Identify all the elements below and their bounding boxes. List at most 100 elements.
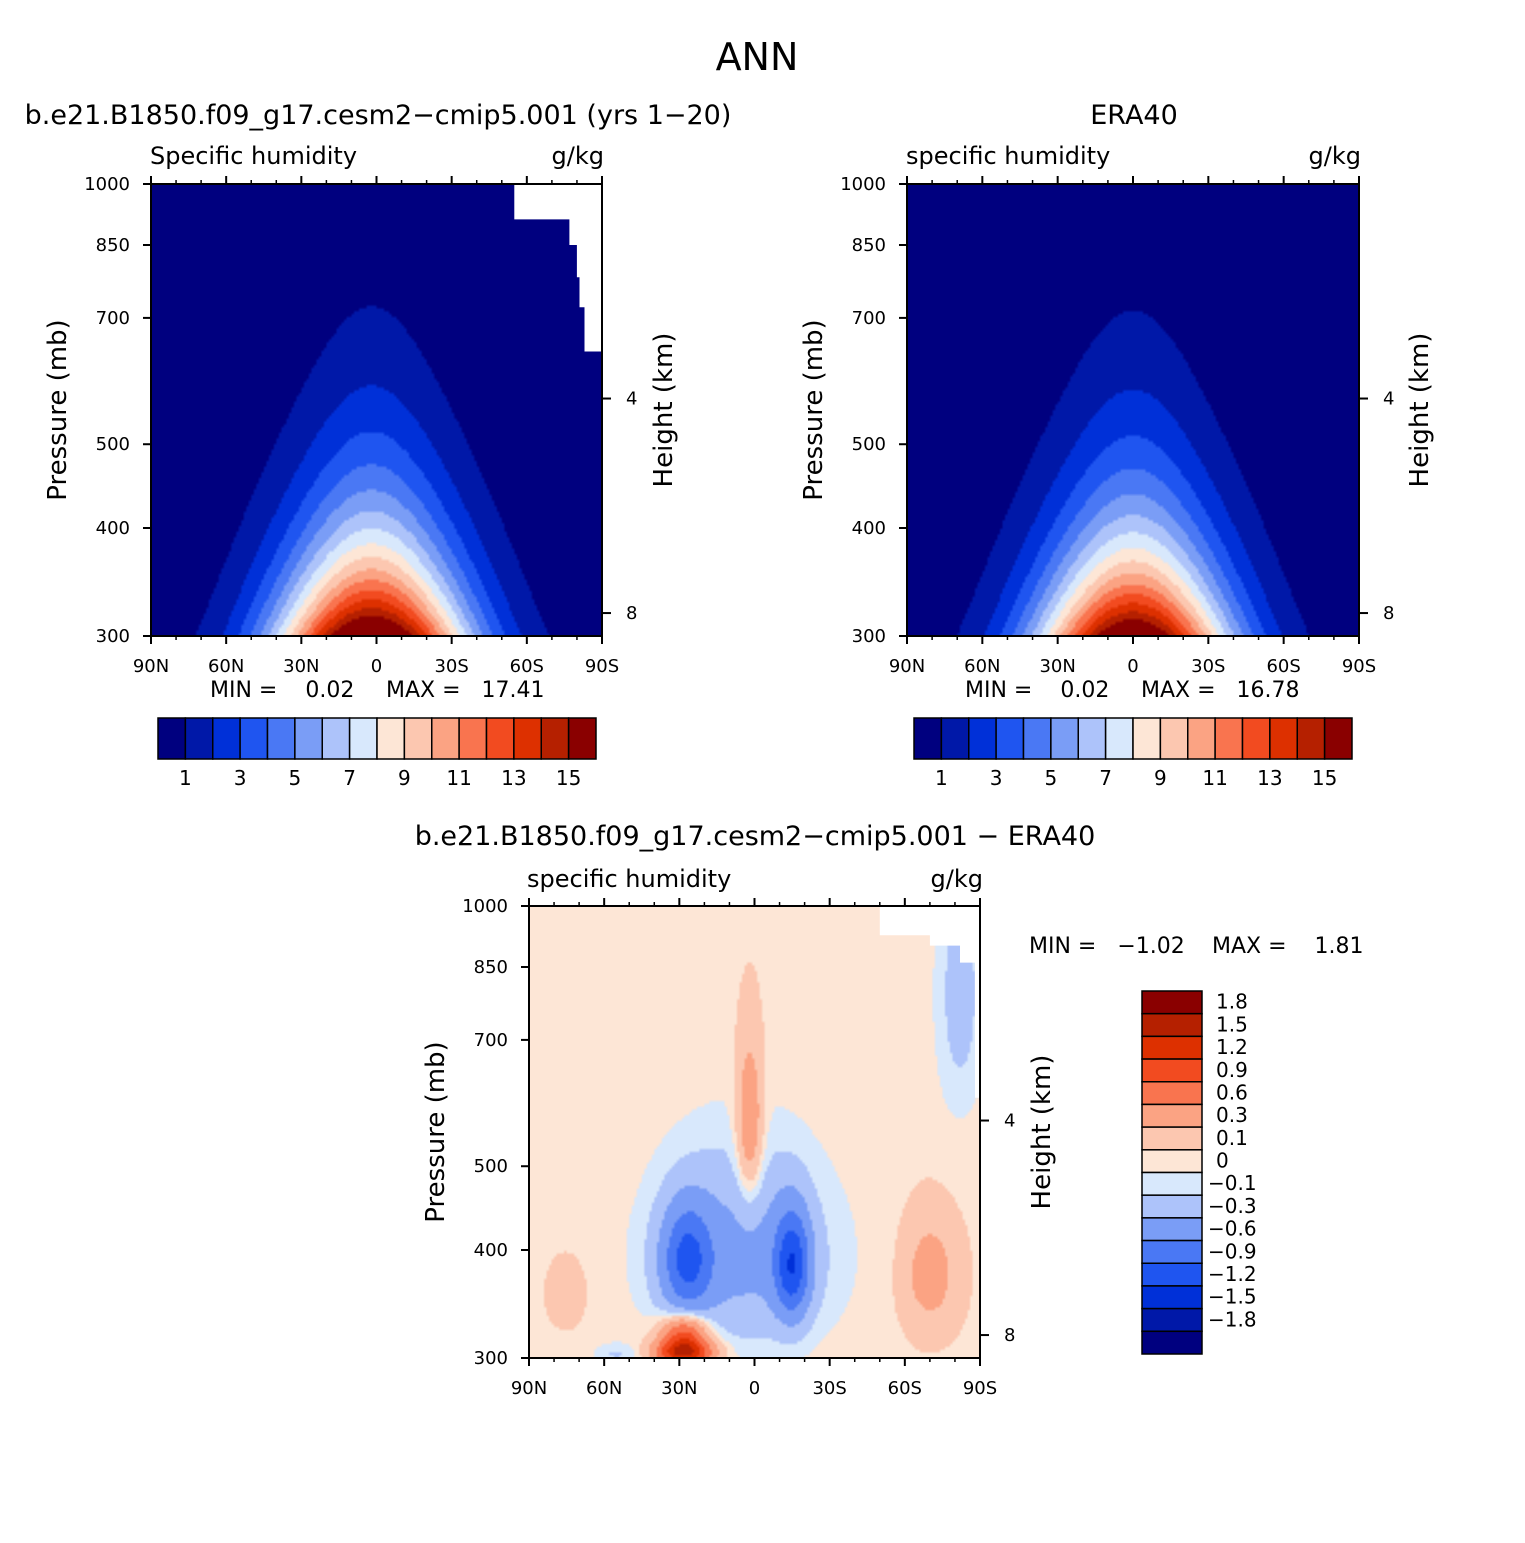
colorbar-box bbox=[1141, 1012, 1203, 1038]
panel-model-colorbar: 1 3 5 7 9 11 13 15 bbox=[157, 717, 597, 790]
colorbar-label: 0.9 bbox=[1216, 1058, 1248, 1082]
colorbar-box bbox=[485, 717, 515, 760]
colorbar-box bbox=[1141, 1330, 1203, 1355]
colorbar-label: −0.9 bbox=[1208, 1239, 1257, 1263]
x-tick-label: 90N bbox=[889, 656, 925, 677]
panel-diff: b.e21.B1850.f09_g17.cesm2−cmip5.001 − ER… bbox=[415, 821, 1364, 1399]
panel-obs-colorbar: 1 3 5 7 9 11 13 15 bbox=[913, 717, 1353, 790]
colorbar-box bbox=[376, 717, 406, 760]
y-tick-label: 400 bbox=[852, 518, 886, 539]
contour-field bbox=[529, 906, 980, 1358]
x-tick-label: 60N bbox=[586, 1378, 622, 1399]
figure-title: ANN bbox=[716, 35, 799, 79]
colorbar-box bbox=[348, 717, 378, 760]
colorbar-box bbox=[913, 717, 943, 760]
x-tick-label: 90S bbox=[585, 656, 619, 677]
colorbar-box bbox=[212, 717, 241, 760]
contour-field bbox=[907, 184, 1359, 636]
colorbar-box bbox=[1141, 1285, 1203, 1310]
colorbar-label: 5 bbox=[289, 766, 302, 790]
y-tick-label: 300 bbox=[474, 1348, 508, 1369]
colorbar-box bbox=[1132, 717, 1162, 760]
colorbar-label: 15 bbox=[1312, 766, 1337, 790]
panel-model-right-label: g/kg bbox=[552, 142, 604, 170]
colorbar-box bbox=[1323, 717, 1353, 760]
colorbar-box bbox=[1141, 1035, 1203, 1060]
colorbar-box bbox=[403, 717, 433, 760]
panel-model-title: b.e21.B1850.f09_g17.cesm2−cmip5.001 (yrs… bbox=[25, 100, 732, 131]
colorbar-box bbox=[1141, 1126, 1203, 1151]
colorbar-box bbox=[513, 717, 542, 760]
x-tick-label: 30N bbox=[661, 1378, 697, 1399]
colorbar-box bbox=[1141, 1103, 1203, 1128]
colorbar-box bbox=[1141, 1239, 1203, 1264]
x-tick-label: 0 bbox=[371, 656, 382, 677]
colorbar-label: 9 bbox=[398, 766, 411, 790]
panel-diff-right-label: g/kg bbox=[931, 865, 983, 893]
y2-tick-label: 4 bbox=[626, 389, 637, 410]
y2-tick-label: 4 bbox=[1004, 1111, 1015, 1132]
colorbar-label: 1 bbox=[935, 766, 948, 790]
y-tick-label: 700 bbox=[474, 1030, 508, 1051]
colorbar-box bbox=[157, 717, 187, 760]
colorbar-box bbox=[567, 717, 597, 760]
panel-model-min: MIN = 0.02 bbox=[210, 678, 354, 703]
colorbar-box bbox=[1214, 717, 1244, 760]
panel-diff-ylabel: Pressure (mb) bbox=[421, 1041, 451, 1222]
colorbar-label: −0.3 bbox=[1208, 1194, 1257, 1218]
missing-data-region bbox=[879, 906, 980, 1098]
x-tick-label: 90N bbox=[133, 656, 169, 677]
y2-tick-label: 8 bbox=[626, 603, 637, 624]
colorbar-label: 7 bbox=[1099, 766, 1112, 790]
x-tick-label: 60S bbox=[1266, 656, 1300, 677]
panel-model-max: MAX = 17.41 bbox=[386, 678, 545, 703]
colorbar-box bbox=[239, 717, 269, 760]
colorbar-label: 1.5 bbox=[1216, 1012, 1248, 1036]
colorbar-box bbox=[1050, 717, 1079, 760]
missing-data-region bbox=[514, 184, 602, 352]
x-tick-label: 90N bbox=[511, 1378, 547, 1399]
contour-field bbox=[151, 184, 602, 636]
colorbar-box bbox=[1141, 1058, 1203, 1083]
y-tick-label: 500 bbox=[852, 434, 886, 455]
panel-model-plot: 300 400 500 700 850 1000 8 4 90N 60N 30N 0 30S 60S 90S bbox=[84, 174, 637, 677]
colorbar-label: −0.6 bbox=[1208, 1217, 1257, 1241]
colorbar-box bbox=[1269, 717, 1298, 760]
y-tick-label: 1000 bbox=[84, 174, 130, 195]
y-tick-label: 400 bbox=[96, 518, 130, 539]
panel-obs-right-label: g/kg bbox=[1309, 142, 1361, 170]
colorbar-box bbox=[1141, 1262, 1203, 1287]
colorbar-box bbox=[1022, 717, 1052, 760]
y-tick-label: 500 bbox=[474, 1156, 508, 1177]
panel-model-left-label: Specific humidity bbox=[150, 142, 357, 170]
x-tick-label: 60S bbox=[510, 656, 544, 677]
colorbar-label: −1.5 bbox=[1208, 1285, 1257, 1309]
colorbar-box bbox=[540, 717, 570, 760]
x-tick-label: 30S bbox=[1191, 656, 1225, 677]
colorbar-label: 7 bbox=[343, 766, 356, 790]
colorbar-label: 3 bbox=[234, 766, 247, 790]
y-tick-label: 850 bbox=[96, 235, 130, 256]
colorbar-box bbox=[1141, 1194, 1203, 1219]
colorbar-box bbox=[1141, 1149, 1203, 1174]
colorbar-label: 0.6 bbox=[1216, 1080, 1248, 1104]
panel-diff-y2label: Height (km) bbox=[1027, 1055, 1057, 1210]
x-tick-label: 30S bbox=[434, 656, 468, 677]
panel-model-y2label: Height (km) bbox=[649, 333, 679, 488]
panel-diff-title: b.e21.B1850.f09_g17.cesm2−cmip5.001 − ER… bbox=[415, 821, 1096, 852]
colorbar-label: −0.1 bbox=[1208, 1171, 1257, 1195]
colorbar-box bbox=[294, 717, 323, 760]
panel-diff-min: MIN = −1.02 bbox=[1029, 934, 1185, 959]
x-tick-label: 60S bbox=[888, 1378, 922, 1399]
y2-tick-label: 8 bbox=[1383, 603, 1394, 624]
colorbar-box bbox=[431, 717, 460, 760]
colorbar-label: 9 bbox=[1154, 766, 1167, 790]
colorbar-box bbox=[1241, 717, 1271, 760]
x-tick-label: 90S bbox=[1342, 656, 1376, 677]
colorbar-box bbox=[995, 717, 1025, 760]
x-tick-label: 30N bbox=[283, 656, 319, 677]
colorbar-label: 1.8 bbox=[1216, 990, 1248, 1014]
colorbar-label: 1 bbox=[179, 766, 192, 790]
colorbar-box bbox=[1141, 990, 1203, 1015]
